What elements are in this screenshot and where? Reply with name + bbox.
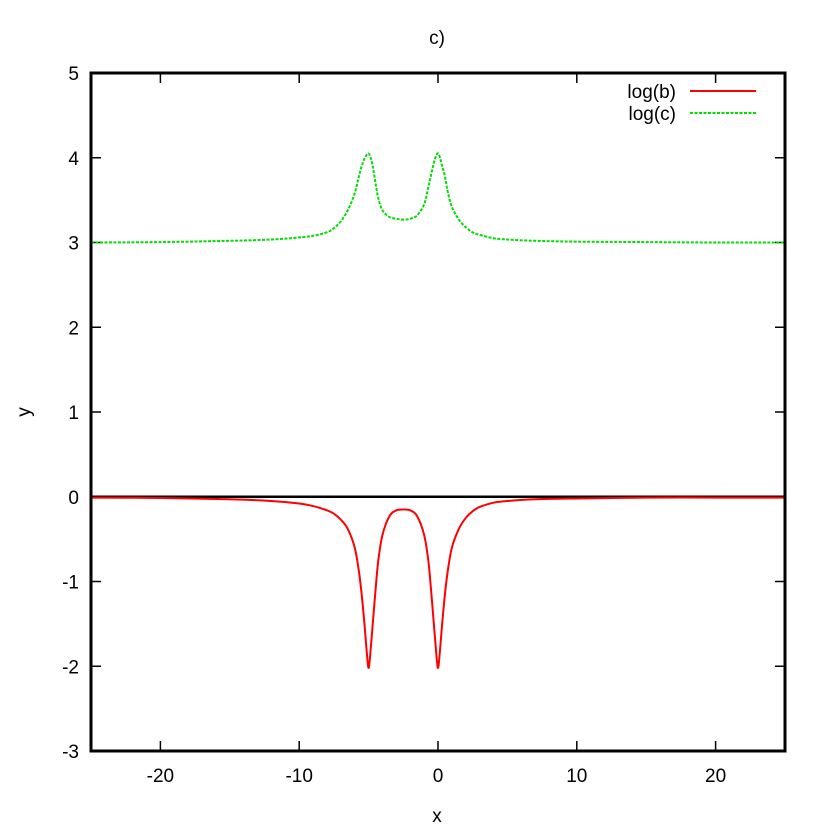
y-tick-label: 3 (68, 234, 79, 255)
legend-label-1: log(c) (628, 104, 676, 125)
series-group (90, 152, 786, 669)
x-axis-label: x (432, 806, 442, 827)
y-tick-label: -1 (62, 573, 79, 594)
x-tick-label: 10 (566, 766, 587, 787)
x-tick-label: 20 (705, 766, 726, 787)
series-line-0 (90, 496, 785, 669)
y-axis-label: y (14, 407, 35, 417)
x-tick-label: -10 (285, 766, 312, 787)
legend-label-0: log(b) (627, 82, 676, 103)
y-tick-label: 2 (68, 318, 79, 339)
x-tick-label: 0 (433, 766, 444, 787)
y-tick-label: -3 (62, 742, 79, 763)
y-tick-label: 5 (68, 64, 79, 85)
chart-title: c) (429, 28, 445, 49)
legend: log(b)log(c) (627, 82, 756, 125)
x-tick-label: -20 (147, 766, 174, 787)
y-tick-label: -2 (62, 657, 79, 678)
plot-frame (89, 71, 787, 753)
y-tick-label: 0 (68, 488, 79, 509)
y-tick-label: 1 (68, 403, 79, 424)
y-tick-label: 4 (68, 149, 79, 170)
series-line-1 (90, 152, 786, 244)
